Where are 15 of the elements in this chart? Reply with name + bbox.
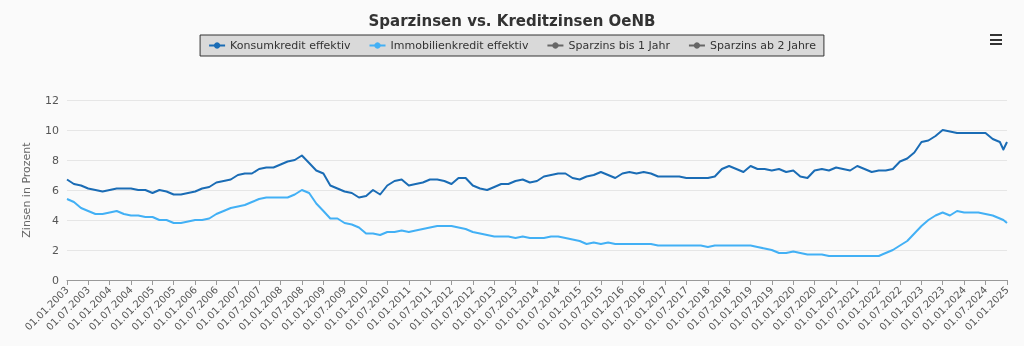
legend-label: Immobilienkredit effektiv [390, 39, 529, 52]
line-series [66, 189, 1008, 257]
y-tick-label: 8 [52, 153, 59, 167]
y-tick-label: 2 [52, 243, 59, 257]
chart-title: Sparzinsen vs. Kreditzinsen OeNB [368, 11, 656, 30]
legend-label: Sparzins ab 2 Jahre [709, 39, 817, 52]
legend-label: Konsumkredit effektiv [230, 39, 351, 52]
y-tick-label: 6 [52, 183, 59, 197]
line-series [66, 129, 1008, 199]
y-tick-label: 10 [45, 123, 59, 137]
y-tick-label: 0 [52, 273, 59, 287]
y-tick-label: 12 [45, 93, 59, 107]
legend-label: Sparzins bis 1 Jahr [568, 39, 671, 52]
y-axis-title: Zinsen in Prozent [20, 141, 33, 238]
y-tick-label: 4 [52, 213, 59, 227]
